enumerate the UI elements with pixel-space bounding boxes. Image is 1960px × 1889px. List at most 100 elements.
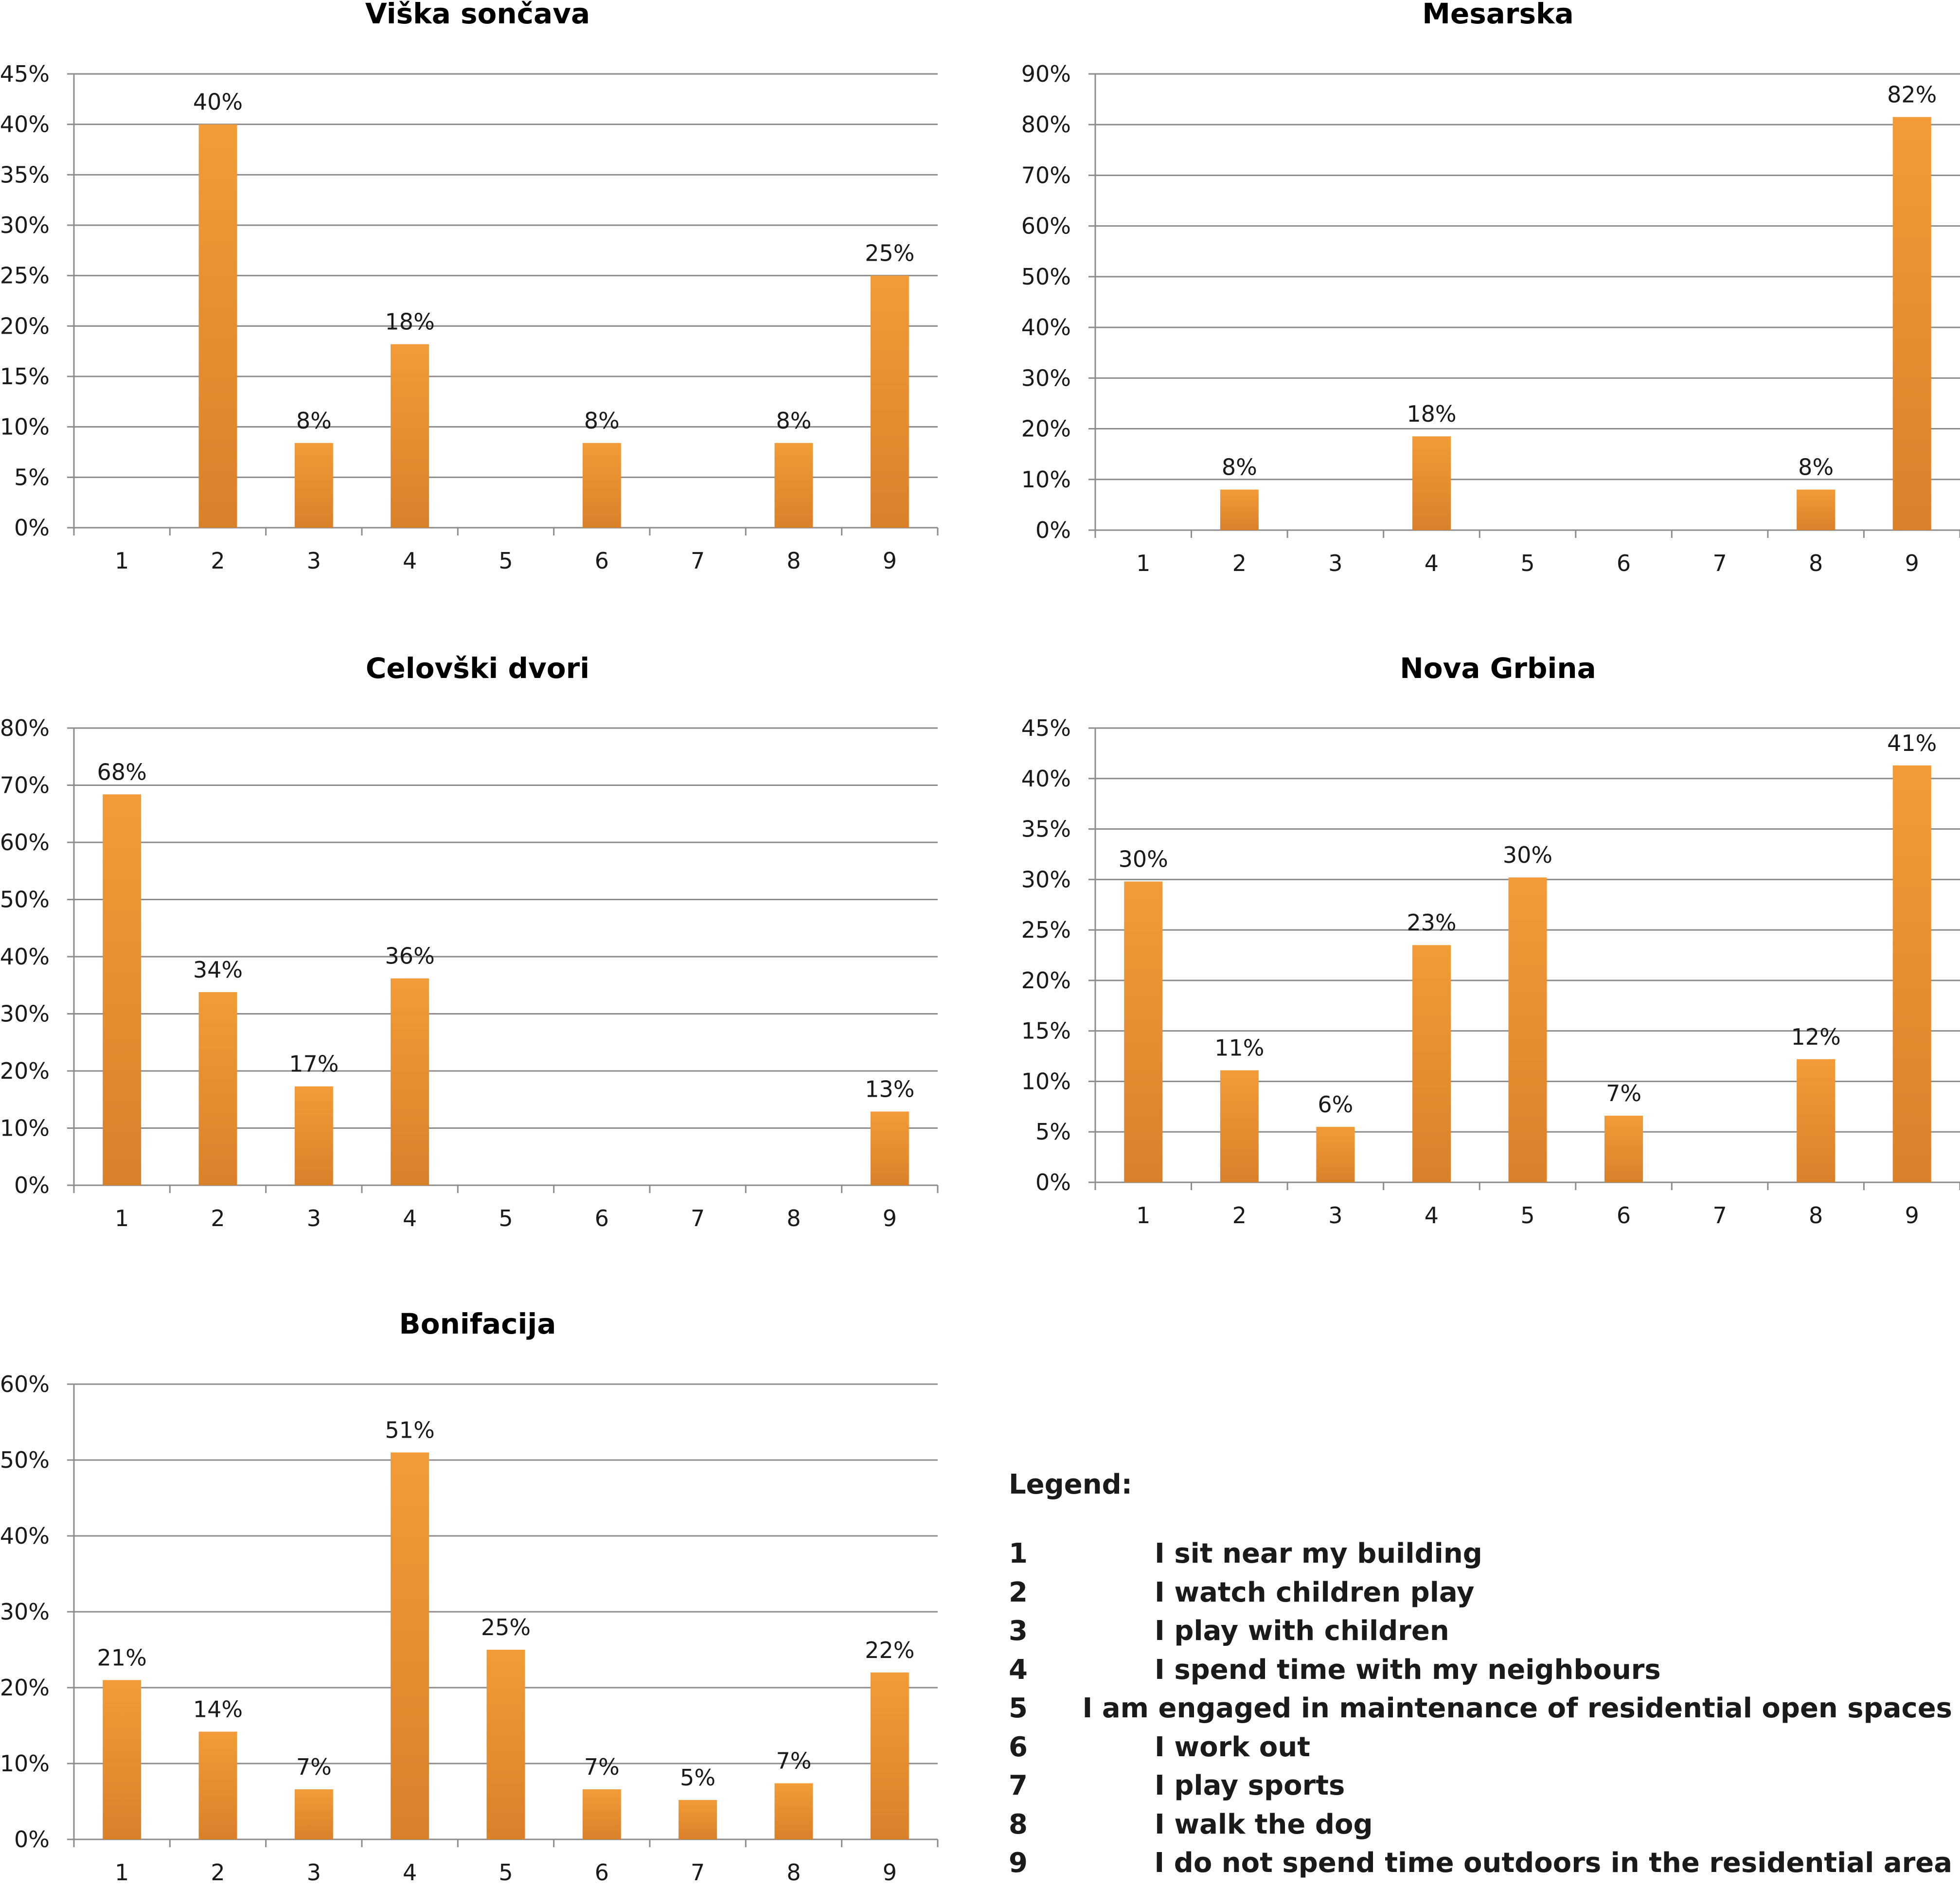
bar — [294, 1086, 333, 1185]
chart-4: Bonifacija 0% 10% 20% 30% 40% 50% 60% 21% 1 14% 2 7%… — [0, 1307, 939, 1886]
legend-item-number: 1 — [1009, 1538, 1028, 1570]
legend-item-number: 5 — [1009, 1693, 1028, 1725]
data-label: 22% — [865, 1637, 914, 1663]
x-tick-label: 7 — [691, 1859, 705, 1886]
data-label: 40% — [193, 89, 243, 115]
bar — [486, 1650, 525, 1839]
y-tick-label: 15% — [1021, 1018, 1071, 1044]
x-tick-label: 1 — [115, 1859, 129, 1886]
legend-item: 8 I walk the dog — [1009, 1805, 1952, 1844]
x-tick-label: 9 — [1905, 1202, 1919, 1229]
y-tick-label: 20% — [0, 1675, 50, 1701]
x-tick-label: 7 — [691, 548, 705, 574]
x-tick-label: 7 — [1712, 550, 1727, 576]
bar — [582, 443, 621, 528]
x-tick-label: 4 — [1425, 1202, 1439, 1229]
bar — [1220, 1070, 1259, 1182]
legend-item-label: I watch children play — [1155, 1576, 1475, 1608]
x-tick-label: 5 — [499, 1859, 513, 1886]
bar — [774, 443, 813, 528]
data-label: 13% — [865, 1076, 914, 1102]
bar — [1124, 881, 1163, 1182]
y-tick-label: 0% — [14, 1826, 50, 1853]
y-tick-label: 30% — [0, 1599, 50, 1625]
y-tick-label: 90% — [1021, 61, 1071, 87]
bar — [1316, 1126, 1355, 1182]
bar — [1797, 1059, 1835, 1182]
y-tick-label: 60% — [0, 1371, 50, 1397]
legend-item: 4 I spend time with my neighbours — [1009, 1651, 1952, 1690]
chart-title: Bonifacija — [399, 1307, 556, 1340]
x-tick-label: 6 — [1617, 550, 1631, 576]
legend-item-number: 9 — [1009, 1847, 1028, 1879]
data-label: 41% — [1887, 730, 1937, 756]
x-tick-label: 9 — [883, 548, 897, 574]
data-label: 36% — [385, 943, 435, 969]
legend-item-label: I play sports — [1155, 1770, 1345, 1802]
legend-item: 7 I play sports — [1009, 1766, 1952, 1805]
data-label: 21% — [97, 1644, 147, 1671]
bar — [870, 275, 909, 528]
data-label: 51% — [385, 1417, 435, 1443]
data-label: 25% — [865, 240, 914, 267]
legend-item-number: 2 — [1009, 1576, 1028, 1608]
legend-item-number: 6 — [1009, 1731, 1028, 1763]
data-label: 14% — [193, 1696, 243, 1722]
data-label: 82% — [1887, 82, 1937, 108]
x-tick-label: 9 — [883, 1205, 897, 1231]
y-tick-label: 60% — [1021, 213, 1071, 239]
data-label: 17% — [289, 1051, 339, 1077]
data-label: 68% — [97, 759, 147, 785]
bar — [294, 1789, 333, 1839]
bar — [1220, 489, 1259, 530]
chart-1: Mesarska0%10%20%30%40%50%60%70%80%90%18%… — [1021, 0, 1960, 576]
data-label: 7% — [776, 1748, 812, 1774]
data-label: 8% — [1798, 454, 1834, 481]
y-tick-label: 20% — [1021, 967, 1071, 994]
y-tick-label: 70% — [0, 772, 50, 799]
chart-2: Celovški dvori 0% 10% 20% 30% 40% 50% 60% 70% 80%… — [0, 652, 939, 1231]
y-tick-label: 25% — [0, 263, 50, 289]
y-tick-label: 10% — [0, 1115, 50, 1141]
bar — [1604, 1116, 1643, 1182]
x-tick-label: 5 — [1520, 1202, 1534, 1229]
x-tick-label: 8 — [1809, 1202, 1823, 1229]
bar — [103, 1680, 142, 1839]
y-tick-label: 0% — [1035, 517, 1071, 543]
legend-item-label: I sit near my building — [1155, 1538, 1482, 1570]
x-tick-label: 8 — [786, 1859, 801, 1886]
x-tick-label: 6 — [595, 548, 609, 574]
y-tick-label: 15% — [0, 363, 50, 390]
x-tick-label: 2 — [1232, 1202, 1247, 1229]
y-tick-label: 40% — [0, 1523, 50, 1549]
bar — [391, 344, 429, 528]
y-tick-label: 35% — [1021, 816, 1071, 842]
chart-3: Nova Grbina 0% 5% 10% 15% 20% 25% 30% 35% 40% 45% 3… — [1021, 652, 1960, 1229]
legend-item: 5 I am engaged in maintenance of residen… — [1009, 1689, 1952, 1728]
y-tick-label: 30% — [0, 212, 50, 238]
data-label: 18% — [385, 309, 435, 335]
legend-item: 1 I sit near my building — [1009, 1534, 1952, 1573]
legend-item-number: 7 — [1009, 1770, 1028, 1802]
legend-item-label: I play with children — [1155, 1615, 1449, 1647]
x-tick-label: 4 — [403, 1205, 417, 1231]
chart-title: Nova Grbina — [1400, 652, 1596, 685]
data-label: 8% — [296, 408, 332, 434]
y-tick-label: 30% — [0, 1001, 50, 1027]
x-tick-label: 3 — [1328, 550, 1342, 576]
bar — [103, 794, 142, 1185]
data-label: 11% — [1214, 1035, 1264, 1061]
x-tick-label: 3 — [307, 548, 321, 574]
x-tick-label: 3 — [307, 1859, 321, 1886]
data-label: 7% — [1606, 1080, 1641, 1106]
y-tick-label: 0% — [1035, 1169, 1071, 1195]
data-label: 12% — [1791, 1024, 1841, 1050]
y-tick-label: 10% — [1021, 466, 1071, 493]
y-tick-label: 50% — [0, 887, 50, 913]
x-tick-label: 6 — [595, 1859, 609, 1886]
y-tick-label: 70% — [1021, 162, 1071, 188]
bar — [774, 1783, 813, 1839]
x-tick-label: 8 — [1809, 550, 1823, 576]
data-label: 30% — [1503, 842, 1552, 868]
